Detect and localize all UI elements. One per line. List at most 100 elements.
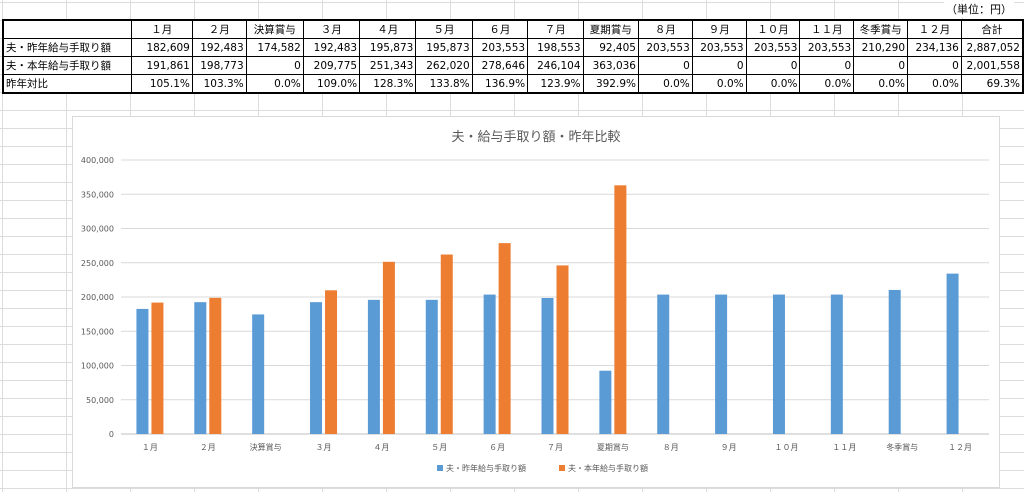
bar[interactable] bbox=[542, 298, 554, 434]
bar[interactable] bbox=[441, 255, 453, 434]
table-cell[interactable]: 262,020 bbox=[416, 57, 472, 75]
bar[interactable] bbox=[310, 302, 322, 434]
column-header[interactable]: ６月 bbox=[472, 20, 527, 39]
table-cell[interactable]: 0.0% bbox=[746, 75, 800, 94]
column-header[interactable] bbox=[3, 20, 131, 39]
table-cell[interactable]: 0.0% bbox=[854, 75, 908, 94]
table-cell[interactable]: 0 bbox=[246, 57, 303, 75]
table-cell[interactable]: 0 bbox=[692, 57, 746, 75]
table-cell[interactable]: 109.0% bbox=[303, 75, 359, 94]
bar[interactable] bbox=[947, 274, 959, 434]
table-cell[interactable]: 209,775 bbox=[303, 57, 359, 75]
bar[interactable] bbox=[383, 262, 395, 434]
bar[interactable] bbox=[614, 185, 626, 434]
column-header[interactable]: ４月 bbox=[360, 20, 416, 39]
bar[interactable] bbox=[773, 295, 785, 434]
table-cell[interactable]: 92,405 bbox=[583, 39, 638, 57]
table-cell[interactable]: 133.8% bbox=[416, 75, 472, 94]
legend-label[interactable]: 夫・本年給与手取り額 bbox=[568, 463, 648, 473]
table-cell[interactable]: 203,553 bbox=[746, 39, 800, 57]
table-cell[interactable]: 203,553 bbox=[638, 39, 692, 57]
table-cell[interactable]: 392.9% bbox=[583, 75, 638, 94]
column-header[interactable]: ２月 bbox=[192, 20, 246, 39]
table-cell[interactable]: 195,873 bbox=[360, 39, 416, 57]
legend-swatch bbox=[559, 465, 565, 471]
column-header[interactable]: １２月 bbox=[908, 20, 962, 39]
table-cell[interactable]: 192,483 bbox=[192, 39, 246, 57]
table-cell[interactable]: 203,553 bbox=[692, 39, 746, 57]
table-cell[interactable]: 0 bbox=[800, 57, 854, 75]
table-cell[interactable]: 251,343 bbox=[360, 57, 416, 75]
bar[interactable] bbox=[889, 290, 901, 434]
table-cell[interactable]: 191,861 bbox=[131, 57, 192, 75]
x-tick-label: １０月 bbox=[774, 443, 798, 452]
column-header[interactable]: 冬季賞与 bbox=[854, 20, 908, 39]
table-cell[interactable]: 123.9% bbox=[528, 75, 583, 94]
table-cell[interactable]: 2,001,558 bbox=[961, 57, 1023, 75]
bar[interactable] bbox=[151, 303, 163, 434]
row-label[interactable]: 昨年対比 bbox=[3, 75, 131, 94]
column-header[interactable]: ３月 bbox=[303, 20, 359, 39]
table-cell[interactable]: 195,873 bbox=[416, 39, 472, 57]
table-cell[interactable]: 363,036 bbox=[583, 57, 638, 75]
legend-label[interactable]: 夫・昨年給与手取り額 bbox=[446, 463, 526, 473]
table-cell[interactable]: 0 bbox=[908, 57, 962, 75]
table-cell[interactable]: 203,553 bbox=[800, 39, 854, 57]
bar[interactable] bbox=[831, 295, 843, 434]
column-header[interactable]: 夏期賞与 bbox=[583, 20, 638, 39]
chart-area[interactable]: 夫・給与手取り額・昨年比較 0 50,000 100,000 150,000 200,0… bbox=[72, 116, 1000, 488]
table-cell[interactable]: 103.3% bbox=[192, 75, 246, 94]
column-header[interactable]: 合計 bbox=[961, 20, 1023, 39]
bar[interactable] bbox=[715, 295, 727, 434]
column-header[interactable]: ５月 bbox=[416, 20, 472, 39]
bar[interactable] bbox=[557, 265, 569, 434]
column-header[interactable]: １月 bbox=[131, 20, 192, 39]
column-header[interactable]: １１月 bbox=[800, 20, 854, 39]
table-cell[interactable]: 192,483 bbox=[303, 39, 359, 57]
bar[interactable] bbox=[136, 309, 148, 434]
table-cell[interactable]: 128.3% bbox=[360, 75, 416, 94]
bar[interactable] bbox=[426, 300, 438, 434]
table-cell[interactable]: 0 bbox=[638, 57, 692, 75]
table-cell[interactable]: 0 bbox=[746, 57, 800, 75]
column-header[interactable]: １０月 bbox=[746, 20, 800, 39]
table-cell[interactable]: 210,290 bbox=[854, 39, 908, 57]
table-cell[interactable]: 182,609 bbox=[131, 39, 192, 57]
bar[interactable] bbox=[657, 295, 669, 434]
table-cell[interactable]: 105.1% bbox=[131, 75, 192, 94]
table-cell[interactable]: 0.0% bbox=[246, 75, 303, 94]
bar[interactable] bbox=[499, 243, 511, 434]
row-label[interactable]: 夫・昨年給与手取り額 bbox=[3, 39, 131, 57]
x-tick-label: ９月 bbox=[721, 443, 737, 452]
table-cell[interactable]: 0.0% bbox=[638, 75, 692, 94]
x-tick-label: ７月 bbox=[547, 443, 563, 452]
table-cell[interactable]: 136.9% bbox=[472, 75, 527, 94]
y-tick-label: 250,000 bbox=[81, 259, 114, 268]
table-cell[interactable]: 0.0% bbox=[692, 75, 746, 94]
column-header[interactable]: 決算賞与 bbox=[246, 20, 303, 39]
row-label[interactable]: 夫・本年給与手取り額 bbox=[3, 57, 131, 75]
column-header[interactable]: ９月 bbox=[692, 20, 746, 39]
bar[interactable] bbox=[209, 298, 221, 434]
bar[interactable] bbox=[599, 371, 611, 434]
table-cell[interactable]: 198,773 bbox=[192, 57, 246, 75]
table-cell[interactable]: 174,582 bbox=[246, 39, 303, 57]
table-cell[interactable]: 246,104 bbox=[528, 57, 583, 75]
bar[interactable] bbox=[194, 302, 206, 434]
column-header[interactable]: ８月 bbox=[638, 20, 692, 39]
bar[interactable] bbox=[325, 290, 337, 434]
table-cell[interactable]: 69.3% bbox=[961, 75, 1023, 94]
bar[interactable] bbox=[252, 314, 264, 434]
bar[interactable] bbox=[484, 295, 496, 434]
table-cell[interactable]: 0.0% bbox=[800, 75, 854, 94]
table-cell[interactable]: 278,646 bbox=[472, 57, 527, 75]
table-cell[interactable]: 2,887,052 bbox=[961, 39, 1023, 57]
table-cell[interactable]: 0 bbox=[854, 57, 908, 75]
column-header[interactable]: ７月 bbox=[528, 20, 583, 39]
x-tick-label: 決算賞与 bbox=[250, 442, 282, 452]
table-cell[interactable]: 234,136 bbox=[908, 39, 962, 57]
bar[interactable] bbox=[368, 300, 380, 434]
table-cell[interactable]: 198,553 bbox=[528, 39, 583, 57]
table-cell[interactable]: 0.0% bbox=[908, 75, 962, 94]
table-cell[interactable]: 203,553 bbox=[472, 39, 527, 57]
